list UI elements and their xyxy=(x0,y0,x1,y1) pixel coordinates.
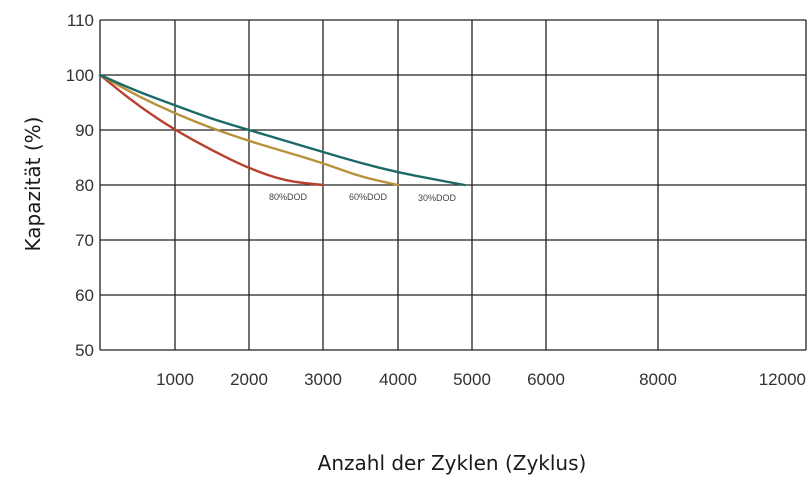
x-axis-ticks: 1000 2000 3000 4000 5000 6000 8000 12000 xyxy=(156,370,806,389)
y-tick-label: 60 xyxy=(75,286,94,305)
x-axis-title: Anzahl der Zyklen (Zyklus) xyxy=(318,451,587,475)
y-tick-label: 70 xyxy=(75,231,94,250)
y-tick-label: 80 xyxy=(75,176,94,195)
x-tick-label: 6000 xyxy=(527,370,565,389)
y-tick-label: 100 xyxy=(66,66,94,85)
x-tick-label: 5000 xyxy=(453,370,491,389)
y-tick-label: 110 xyxy=(67,11,94,30)
x-tick-label: 8000 xyxy=(639,370,677,389)
series-label: 60%DOD xyxy=(349,192,388,202)
y-tick-label: 50 xyxy=(75,341,94,360)
y-axis-ticks: 50 60 70 80 90 100 110 xyxy=(66,11,94,360)
series-label: 80%DOD xyxy=(269,192,308,202)
series-label: 30%DOD xyxy=(418,193,457,203)
y-tick-label: 90 xyxy=(75,121,94,140)
x-tick-label: 1000 xyxy=(156,370,194,389)
x-tick-label: 3000 xyxy=(304,370,342,389)
grid xyxy=(100,20,806,350)
x-tick-label: 12000 xyxy=(759,370,806,389)
x-tick-label: 4000 xyxy=(379,370,417,389)
y-axis-title: Kapazität (%) xyxy=(21,117,45,252)
series-labels: 80%DOD 60%DOD 30%DOD xyxy=(269,192,457,203)
x-tick-label: 2000 xyxy=(230,370,268,389)
